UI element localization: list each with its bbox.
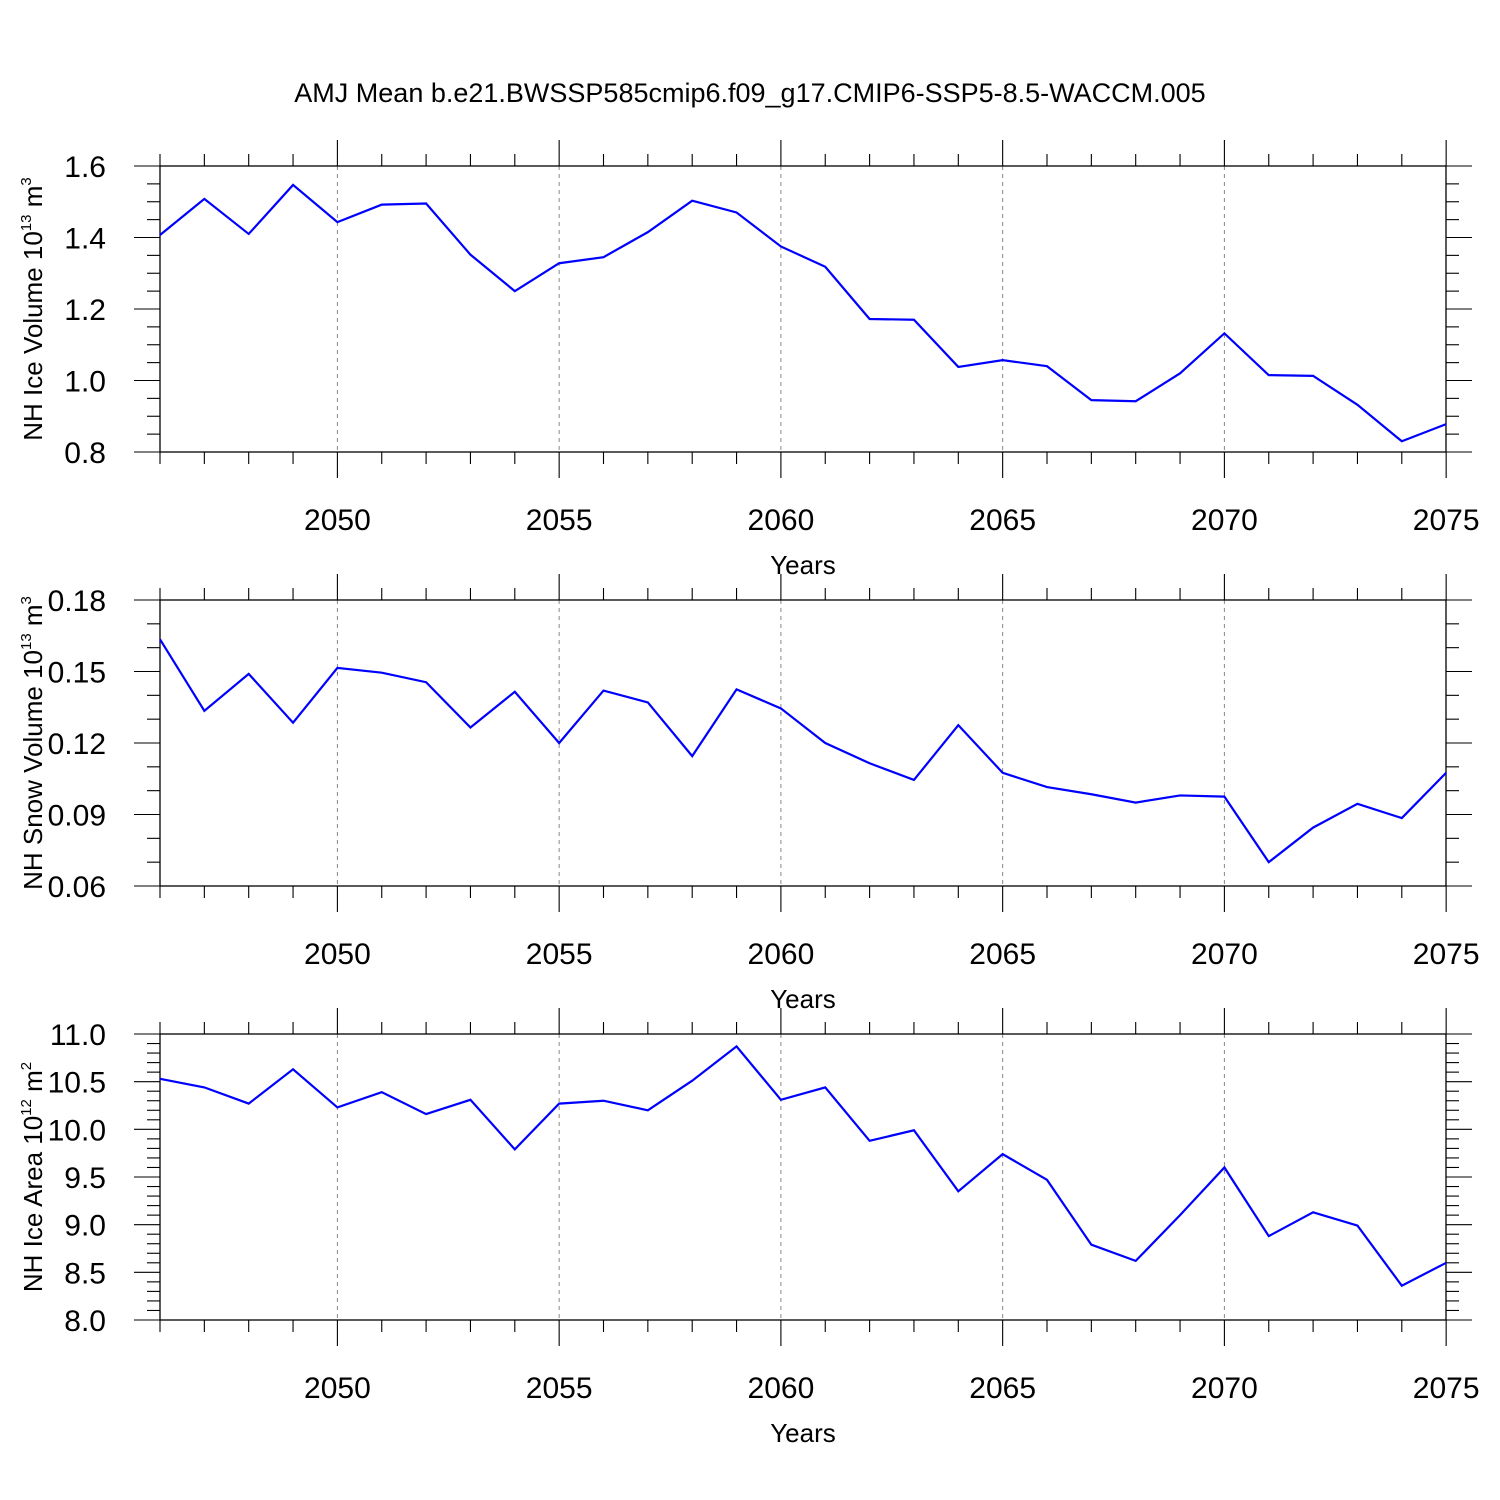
y-axis-label: NH Ice Volume 1013 m3: [18, 177, 48, 440]
x-tick-label: 2050: [304, 504, 371, 537]
y-axis-label: NH Ice Area 1012 m2: [18, 1062, 48, 1292]
x-tick-label: 2075: [1413, 938, 1480, 971]
plot-frame: [159, 165, 1447, 453]
y-tick-label: 10.0: [48, 1114, 106, 1147]
y-tick-label: 11.0: [50, 1019, 106, 1052]
y-axis-label-superscript: 12: [18, 1099, 35, 1116]
y-tick-label: 0.12: [48, 728, 106, 761]
y-tick-label: 1.6: [64, 151, 106, 184]
series-line: [159, 638, 1447, 864]
chart-panels: 0.8 1.0 1.2 1.4 1.6 2050 2055 2060 2065 2070 2075 Y…: [18, 140, 1480, 1448]
chart-panel-2: 0.06 0.09 0.12 0.15 0.18 2050 2055 2060 2065 2070…: [18, 574, 1480, 1014]
x-tick-label: 2070: [1191, 504, 1258, 537]
x-tick-label: 2070: [1191, 1372, 1258, 1405]
x-tick-label: 2060: [748, 1372, 815, 1405]
y-tick-label: 1.0: [64, 366, 106, 399]
y-axis-label-superscript: 13: [18, 633, 35, 650]
x-tick-label: 2055: [526, 938, 593, 971]
series-line: [159, 183, 1447, 443]
x-tick-label: 2065: [969, 504, 1036, 537]
y-tick-label: 9.5: [64, 1162, 106, 1195]
chart-panel-1: 0.8 1.0 1.2 1.4 1.6 2050 2055 2060 2065 2070 2075 Y…: [18, 140, 1480, 580]
x-tick-label: 2060: [748, 504, 815, 537]
x-axis-label: Years: [770, 984, 836, 1014]
y-axis-label-superscript: 3: [18, 177, 35, 185]
y-axis-label-part: m: [18, 604, 48, 633]
y-tick-label: 0.8: [64, 437, 106, 470]
x-tick-label: 2065: [969, 1372, 1036, 1405]
y-tick-label: 1.4: [64, 223, 106, 256]
y-axis-label-superscript: 13: [18, 214, 35, 231]
x-tick-label: 2075: [1413, 1372, 1480, 1405]
y-axis-label-part: m: [18, 1070, 48, 1099]
x-axis-label: Years: [770, 1418, 836, 1448]
y-tick-label: 8.0: [64, 1305, 106, 1338]
plot-frame: [159, 599, 1447, 887]
x-tick-label: 2065: [969, 938, 1036, 971]
x-tick-label: 2075: [1413, 504, 1480, 537]
y-tick-label: 8.5: [64, 1257, 106, 1290]
x-tick-label: 2050: [304, 938, 371, 971]
y-axis-label-part: NH Ice Area 10: [18, 1116, 48, 1292]
y-axis-label-superscript: 3: [18, 596, 35, 604]
y-tick-label: 0.09: [48, 800, 106, 833]
y-tick-label: 0.18: [48, 585, 106, 618]
y-tick-label: 1.2: [64, 294, 106, 327]
x-tick-label: 2055: [526, 504, 593, 537]
y-axis-label-superscript: 2: [18, 1062, 35, 1070]
chart-title: AMJ Mean b.e21.BWSSP585cmip6.f09_g17.CMI…: [294, 78, 1205, 108]
x-axis-label: Years: [770, 550, 836, 580]
x-tick-label: 2060: [748, 938, 815, 971]
chart-panel-3: 8.0 8.5 9.0 9.5 10.0 10.5 11.0 2050 2055 2060 2065…: [18, 1008, 1480, 1448]
y-axis-label: NH Snow Volume 1013 m3: [18, 596, 48, 890]
y-axis-label-part: NH Snow Volume 10: [18, 650, 48, 890]
x-tick-label: 2070: [1191, 938, 1258, 971]
y-axis-label-part: m: [18, 186, 48, 215]
series-line: [159, 1044, 1447, 1288]
y-tick-label: 0.15: [48, 657, 106, 690]
x-tick-label: 2050: [304, 1372, 371, 1405]
plot-frame: [159, 1033, 1447, 1321]
y-tick-label: 9.0: [64, 1210, 106, 1243]
y-axis-label-part: NH Ice Volume 10: [18, 231, 48, 441]
y-tick-label: 10.5: [48, 1067, 106, 1100]
y-tick-label: 0.06: [48, 871, 106, 904]
x-tick-label: 2055: [526, 1372, 593, 1405]
